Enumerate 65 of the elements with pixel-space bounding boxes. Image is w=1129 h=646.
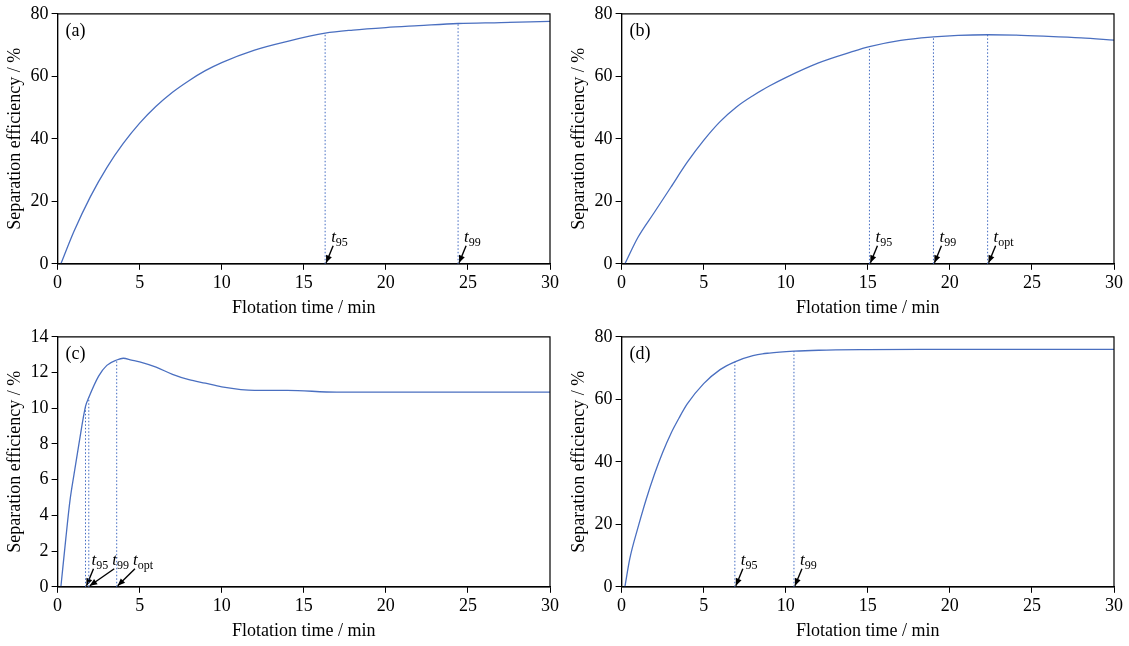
x-tick-label: 30 xyxy=(541,595,559,616)
x-tick-label: 15 xyxy=(294,272,313,293)
y-tick-label: 40 xyxy=(594,450,613,471)
x-axis-title: Flotation time / min xyxy=(232,619,376,640)
x-tick-label: 20 xyxy=(376,595,395,616)
x-tick-label: 0 xyxy=(53,272,63,293)
line-series xyxy=(624,348,1114,587)
x-tick-label: 0 xyxy=(53,595,63,616)
y-tick-label: 0 xyxy=(603,252,613,273)
y-tick-label: 6 xyxy=(39,468,49,489)
y-tick-label: 2 xyxy=(39,539,49,560)
y-tick-label: 60 xyxy=(594,388,613,409)
x-tick-label: 5 xyxy=(699,595,709,616)
y-axis-title: Separation efficiency / % xyxy=(567,47,588,230)
x-tick-label: 10 xyxy=(776,272,795,293)
x-axis-title: Flotation time / min xyxy=(796,296,940,317)
x-tick-label: 0 xyxy=(617,272,627,293)
x-tick-label: 20 xyxy=(940,595,959,616)
x-tick-label: 30 xyxy=(1105,272,1123,293)
y-tick-label: 40 xyxy=(30,127,49,148)
x-tick-label: 25 xyxy=(458,272,477,293)
x-tick-label: 10 xyxy=(776,595,795,616)
x-tick-label: 30 xyxy=(1105,595,1123,616)
y-axis-title: Separation efficiency / % xyxy=(567,370,588,553)
x-tick-label: 5 xyxy=(135,595,145,616)
x-axis-title: Flotation time / min xyxy=(232,296,376,317)
y-tick-label: 10 xyxy=(30,396,49,417)
x-tick-label: 0 xyxy=(617,595,627,616)
x-tick-label: 20 xyxy=(376,272,395,293)
x-tick-label: 5 xyxy=(699,272,709,293)
x-tick-label: 15 xyxy=(858,272,877,293)
y-tick-label: 60 xyxy=(30,65,49,86)
annotation: (b) xyxy=(629,19,651,41)
y-tick-label: 80 xyxy=(594,2,613,23)
y-tick-label: 80 xyxy=(594,325,613,346)
y-tick-label: 12 xyxy=(30,361,49,382)
x-tick-label: 25 xyxy=(458,595,477,616)
x-tick-label: 25 xyxy=(1022,595,1041,616)
y-axis-title: Separation efficiency / % xyxy=(3,370,24,553)
x-axis-title: Flotation time / min xyxy=(796,619,940,640)
y-tick-label: 8 xyxy=(39,432,49,453)
x-tick-label: 15 xyxy=(294,595,313,616)
annotation: (c) xyxy=(65,342,86,364)
annotation: (d) xyxy=(629,342,651,364)
y-tick-label: 40 xyxy=(594,127,613,148)
x-tick-label: 30 xyxy=(541,272,559,293)
y-tick-label: 20 xyxy=(594,190,613,211)
y-tick-label: 4 xyxy=(39,504,49,525)
x-tick-label: 15 xyxy=(858,595,877,616)
y-tick-label: 20 xyxy=(594,513,613,534)
line-series xyxy=(60,20,550,264)
x-tick-label: 10 xyxy=(212,272,231,293)
y-tick-label: 0 xyxy=(603,575,613,596)
y-tick-label: 80 xyxy=(30,2,49,23)
x-tick-label: 5 xyxy=(135,272,145,293)
annotation: (a) xyxy=(65,19,86,41)
x-tick-label: 20 xyxy=(940,272,959,293)
y-tick-label: 14 xyxy=(30,325,49,346)
x-tick-label: 25 xyxy=(1022,272,1041,293)
y-tick-label: 0 xyxy=(39,252,49,273)
y-tick-label: 0 xyxy=(39,575,49,596)
y-axis-title: Separation efficiency / % xyxy=(3,47,24,230)
y-tick-label: 20 xyxy=(30,190,49,211)
y-tick-label: 60 xyxy=(594,65,613,86)
x-tick-label: 10 xyxy=(212,595,231,616)
